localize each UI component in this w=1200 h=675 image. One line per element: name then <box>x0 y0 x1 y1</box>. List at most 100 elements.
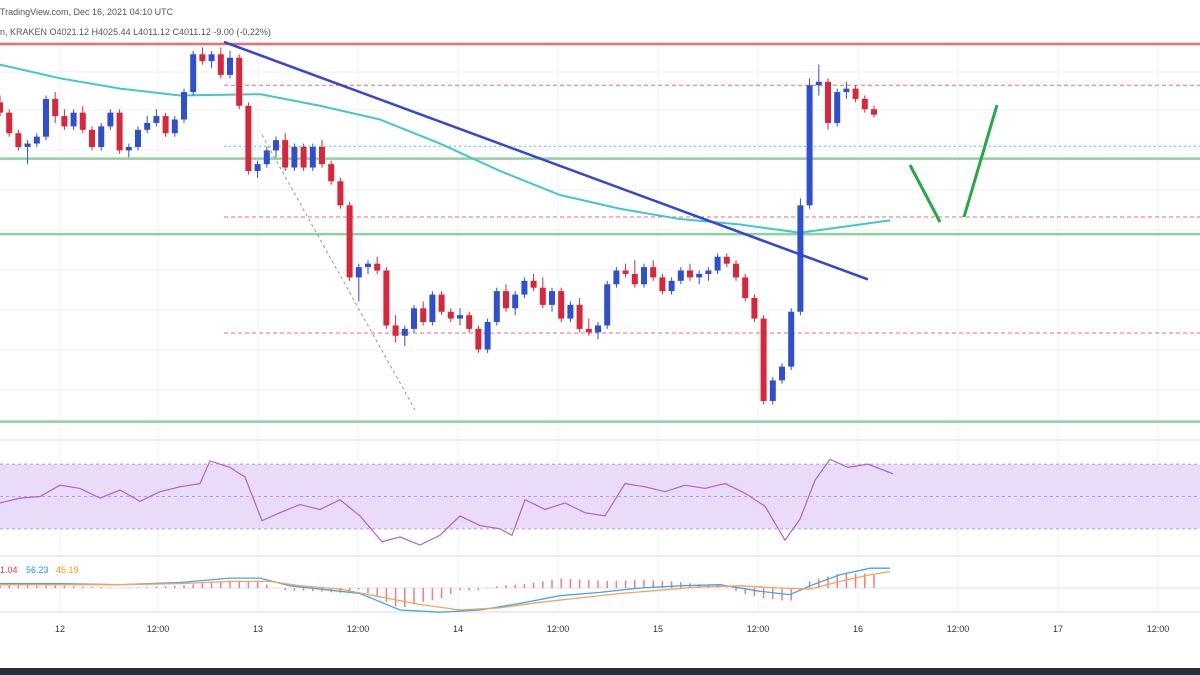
candle-body <box>631 273 638 285</box>
candle-body <box>641 267 647 285</box>
candle-body <box>484 322 491 350</box>
candle-body <box>107 112 114 127</box>
x-axis: 12 12:00 13 12:00 14 12:00 15 12:00 16 12:00 17 12:… <box>55 624 1169 634</box>
candle-body <box>6 112 13 134</box>
x-tick-label: 12:00 <box>547 624 570 634</box>
x-tick-label: 12 <box>55 624 65 634</box>
candle-body <box>530 280 537 288</box>
fib-guide-line <box>261 134 416 411</box>
candle-body <box>567 304 574 319</box>
candle-body <box>43 98 49 137</box>
candle-body <box>98 126 105 147</box>
candle-body <box>355 267 362 278</box>
candle-body <box>576 304 583 329</box>
candle-body <box>871 109 877 115</box>
candle-body <box>291 146 298 168</box>
candle-body <box>806 85 813 206</box>
candle-body <box>61 116 68 127</box>
candle-body <box>199 54 206 62</box>
candle-body <box>162 116 169 134</box>
candle-body <box>144 122 151 130</box>
rsi-pane <box>0 458 1200 546</box>
candle-body <box>181 92 187 120</box>
projection-arrows[interactable] <box>908 104 999 223</box>
candle-body <box>852 88 859 99</box>
candle-body <box>300 146 307 168</box>
candle-body <box>861 98 868 110</box>
candle-body <box>512 294 519 309</box>
candle-body <box>797 205 804 312</box>
candle-body <box>245 105 252 171</box>
candle-body <box>438 294 445 312</box>
candle-body <box>447 311 454 319</box>
x-tick-label: 14 <box>453 624 463 634</box>
candle-body <box>309 146 316 168</box>
candle-body <box>383 270 390 326</box>
candle-body <box>217 54 224 75</box>
candle-body <box>539 287 546 305</box>
candle-body <box>687 270 693 278</box>
header-source: TradingView.com, Dec 16, 2021 04:10 UTC <box>0 7 174 17</box>
candle-body <box>328 164 335 182</box>
candle-body <box>52 98 59 117</box>
rsi-line <box>0 458 894 546</box>
bearish-trendline <box>223 40 869 281</box>
candle-body <box>779 366 785 381</box>
candles <box>0 47 877 405</box>
candle-body <box>135 129 141 147</box>
candle-body <box>521 280 528 295</box>
horizontal-levels[interactable] <box>0 42 1200 423</box>
candle-body <box>733 263 739 278</box>
candle-body <box>650 267 657 278</box>
candle-body <box>742 277 749 298</box>
grid <box>0 44 1200 613</box>
candle-body <box>401 328 408 336</box>
candle-body <box>723 256 730 264</box>
candle-body <box>227 57 233 75</box>
candle-body <box>254 164 261 171</box>
candle-body <box>346 205 353 278</box>
candle-body <box>420 308 427 323</box>
candle-body <box>15 133 22 147</box>
candle-body <box>429 294 436 323</box>
candle-body <box>493 291 500 323</box>
candle-body <box>263 150 270 165</box>
candle-body <box>585 328 592 333</box>
moving-average <box>0 63 891 234</box>
candle-body <box>815 81 822 86</box>
candle-body <box>24 143 31 147</box>
signal-line <box>0 570 891 611</box>
trendline-layer[interactable] <box>223 40 869 411</box>
candle-body <box>466 315 473 329</box>
candle-body <box>374 263 381 271</box>
candle-body <box>760 318 767 401</box>
candle-body <box>613 270 620 285</box>
candle-body <box>171 119 178 134</box>
macd-value-macd: 56.23 <box>26 565 49 575</box>
candle-body <box>595 325 601 333</box>
candle-body <box>33 136 40 144</box>
candle-body <box>365 263 371 268</box>
header-ohlc: n, KRAKEN O4021.12 H4025.44 L4011.12 C40… <box>0 27 271 37</box>
candle-body <box>190 54 197 93</box>
candle-body <box>549 291 555 305</box>
candle-body <box>337 181 344 206</box>
x-tick-label: 12:00 <box>947 624 970 634</box>
candle-body <box>125 146 132 151</box>
candle-body <box>319 146 325 165</box>
candle-body <box>705 270 712 274</box>
candle-body <box>79 112 86 130</box>
candle-body <box>843 88 850 93</box>
candle-body <box>769 380 776 401</box>
macd-value-signal: 45.19 <box>56 565 79 575</box>
candle-body <box>696 273 703 278</box>
candle-body <box>0 102 3 113</box>
candle-body <box>659 277 666 292</box>
x-tick-label: 12:00 <box>147 624 170 634</box>
candle-body <box>70 112 77 127</box>
candle-body <box>273 140 279 151</box>
x-tick-label: 12:00 <box>347 624 370 634</box>
candle-body <box>604 284 611 326</box>
bottom-toolbar <box>0 668 1200 675</box>
